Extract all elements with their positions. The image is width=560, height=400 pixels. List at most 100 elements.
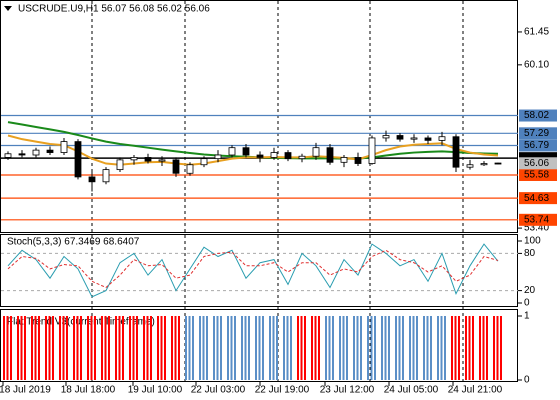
trend-bar	[430, 316, 432, 380]
candle-body	[494, 162, 502, 165]
candle-body	[382, 135, 390, 139]
trend-bar	[146, 316, 149, 380]
price-label-box	[519, 139, 557, 152]
trend-bar	[230, 316, 233, 380]
trend-bar	[412, 316, 415, 380]
trend-bar	[234, 316, 236, 380]
menu-icon[interactable]	[4, 6, 12, 11]
candle-body	[32, 149, 40, 156]
trend-bar	[45, 316, 47, 380]
trend-bar	[493, 316, 495, 380]
candle-body	[116, 159, 124, 171]
trend-bar	[129, 316, 131, 380]
trend-bar	[325, 316, 327, 380]
x-tick-label: 18 Jul 18:00	[61, 385, 116, 396]
stoch-k	[7, 243, 499, 298]
trend-bar	[178, 316, 180, 380]
trend-bar	[258, 316, 261, 380]
chart-title: USCRUDE.U9,H1 56.07 56.08 56.02 56.06	[18, 4, 210, 15]
trend-bar	[374, 316, 376, 380]
trend-bar	[353, 316, 355, 380]
candle-body	[410, 137, 418, 140]
trend-bar	[454, 316, 457, 380]
trend-bar	[76, 316, 79, 380]
trend-bar	[185, 316, 187, 380]
trend-bar	[59, 316, 61, 380]
trend-bar	[409, 316, 411, 380]
candle-body	[4, 153, 12, 158]
trend-bar	[34, 316, 37, 380]
trend-bar	[482, 316, 485, 380]
candle-body	[270, 152, 278, 158]
trend-bar	[227, 316, 229, 380]
trend-bar	[94, 316, 96, 380]
price-panel	[0, 0, 518, 233]
trend-bar	[426, 316, 429, 380]
trend-bar	[108, 316, 110, 380]
trend-bar	[174, 316, 177, 380]
stoch-panel	[0, 234, 518, 307]
trend-bar	[104, 316, 107, 380]
candle-body	[256, 154, 264, 158]
candle-body	[354, 157, 362, 164]
trend-bar	[115, 316, 117, 380]
price-label: 54.63	[524, 193, 549, 204]
candle-body	[46, 149, 54, 153]
candle-body	[312, 147, 320, 157]
trend-bar	[423, 316, 425, 380]
candle-body	[158, 159, 166, 162]
trend-bar	[160, 316, 163, 380]
price-label: 53.74	[524, 214, 549, 225]
price-label-box	[519, 192, 557, 205]
trend-bar	[500, 316, 502, 380]
trend-bar	[220, 316, 222, 380]
trend-bar	[132, 316, 135, 380]
candle-body	[200, 158, 208, 166]
trend-bar	[90, 316, 93, 380]
trend-bar	[360, 316, 362, 380]
trend-bar	[206, 316, 208, 380]
candle-body	[326, 147, 334, 163]
trend-bar	[52, 316, 54, 380]
trend-bar	[24, 316, 26, 380]
stoch-d	[7, 249, 499, 289]
y-tick-label: 100	[524, 236, 541, 247]
trend-bar	[479, 316, 481, 380]
x-tick-label: 22 Jul 19:00	[255, 385, 310, 396]
trend-bar	[332, 316, 334, 380]
trend-bar	[384, 316, 387, 380]
trend-bar	[388, 316, 390, 380]
price-label: 58.02	[524, 110, 549, 121]
candle-body	[242, 147, 250, 156]
y-tick-label: 61.45	[524, 27, 549, 38]
trend-bar	[199, 316, 201, 380]
candle-body	[60, 141, 68, 153]
trend-bar	[157, 316, 159, 380]
candle-body	[396, 135, 404, 140]
price-label-box	[519, 213, 557, 226]
trend-bar	[356, 316, 359, 380]
trend-bar	[66, 316, 68, 380]
candle-body	[74, 141, 82, 178]
trend-bar	[216, 316, 219, 380]
trend-bar	[31, 316, 33, 380]
trend-bar	[458, 316, 460, 380]
trend-bar	[496, 316, 499, 380]
trend-bar	[472, 316, 474, 380]
trend-bar	[468, 316, 471, 380]
trend-bar	[465, 316, 467, 380]
trend-bar	[276, 316, 278, 380]
trend-bar	[395, 316, 397, 380]
x-tick-label: 23 Jul 12:00	[320, 385, 375, 396]
trend-bar	[300, 316, 303, 380]
candle-body	[466, 164, 474, 168]
x-tick-label: 18 Jul 2019	[0, 385, 51, 396]
trend-bar	[244, 316, 247, 380]
y-tick-label: 53.40	[524, 223, 549, 234]
y-tick-label: 80	[524, 248, 536, 259]
trend-bar	[346, 316, 348, 380]
trend-bar	[48, 316, 51, 380]
y-tick-label: 20	[524, 285, 536, 296]
candle-body	[102, 169, 110, 183]
